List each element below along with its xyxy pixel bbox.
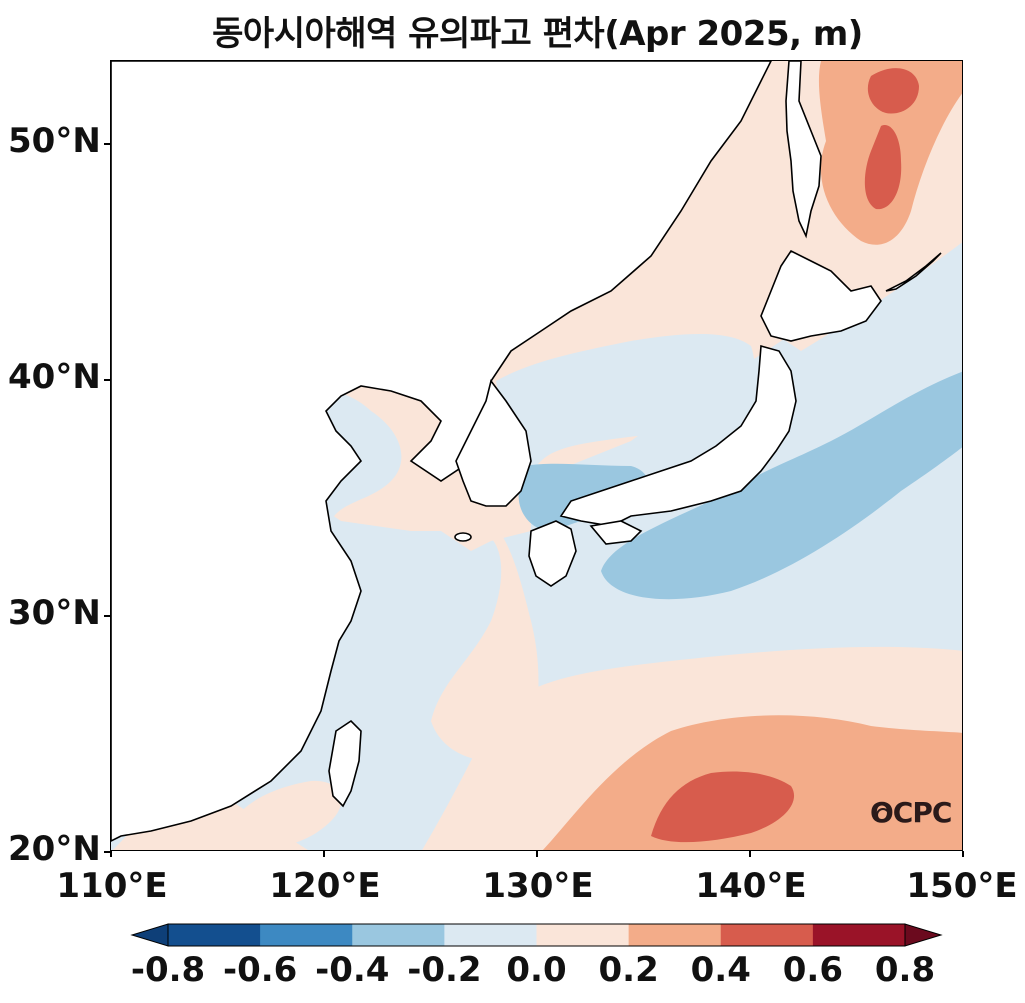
lat-tick [104, 143, 110, 145]
land-kyushu [528, 520, 577, 587]
contour-pos-0-6-okhotsk-north [867, 68, 919, 114]
colorbar-segment [352, 924, 445, 946]
lat-label-20n: 20°N [8, 829, 101, 869]
colorbar-tick-label: -0.8 [130, 950, 206, 990]
colorbar-tick-label: 0.2 [598, 950, 659, 990]
colorbar-tick-label: -0.4 [315, 950, 390, 990]
anomaly-map [111, 61, 962, 850]
lon-label-110e: 110°E [56, 866, 168, 906]
lat-tick [104, 379, 110, 381]
colorbar-segment [720, 924, 814, 946]
colorbar-segment [812, 924, 906, 946]
colorbar-tick-label: 0.0 [506, 950, 567, 990]
colorbar-tick-label: 0.4 [690, 950, 751, 990]
lon-tick [962, 851, 964, 857]
ocpc-logo-icon [876, 808, 890, 822]
land-kurils [885, 252, 942, 292]
map-plot-area [110, 60, 963, 851]
lon-tick [536, 851, 538, 857]
lon-label-130e: 130°E [482, 866, 594, 906]
colorbar-segment [628, 924, 722, 946]
lon-label-120e: 120°E [269, 866, 381, 906]
colorbar-tick-label: -0.2 [407, 950, 482, 990]
land-jeju [454, 532, 472, 542]
contour-neg-0-2-eastsea [496, 334, 755, 481]
colorbar-segment [260, 924, 353, 946]
land-shikoku [589, 520, 643, 545]
contour-pos-0-2-tongue [431, 521, 539, 761]
lat-label-40n: 40°N [8, 357, 101, 397]
land-honshu [559, 344, 797, 527]
lat-tick [104, 615, 110, 617]
lon-tick [110, 851, 112, 857]
map-title: 동아시아해역 유의파고 편차(Apr 2025, m) [212, 14, 863, 54]
land-hokkaido [760, 249, 882, 342]
ocpc-watermark: OCPC [870, 796, 952, 829]
lat-label-50n: 50°N [8, 121, 101, 161]
land-layer [111, 61, 942, 842]
land-taiwan [328, 719, 362, 808]
colorbar-extend-min [130, 923, 169, 947]
contour-neg-0-4-band [601, 371, 962, 600]
colorbar-tick-label: 0.8 [874, 950, 936, 990]
land-mainland-asia [111, 61, 772, 842]
colorbar-extend-max [904, 923, 943, 947]
colorbar-tick-label: 0.6 [782, 950, 843, 990]
colorbar-segment [444, 924, 537, 946]
lon-label-140e: 140°E [695, 866, 807, 906]
colorbar-segment [536, 924, 630, 946]
land-sakhalin [785, 61, 822, 239]
colorbar [130, 923, 943, 947]
colorbar-border [167, 923, 906, 947]
lon-tick [749, 851, 751, 857]
contour-pos-0-2-taiwan [225, 780, 342, 850]
lon-tick [323, 851, 325, 857]
contour-pos-0-6-south [651, 771, 795, 843]
lat-tick [104, 851, 110, 853]
lon-label-150e: 150°E [906, 866, 1018, 906]
land-korean-peninsula [455, 379, 532, 507]
contour-pos-0-6-okhotsk-south [864, 125, 902, 210]
colorbar-tick-label: -0.6 [222, 950, 298, 990]
colorbar-segment [168, 924, 261, 946]
lat-label-30n: 30°N [8, 593, 101, 633]
